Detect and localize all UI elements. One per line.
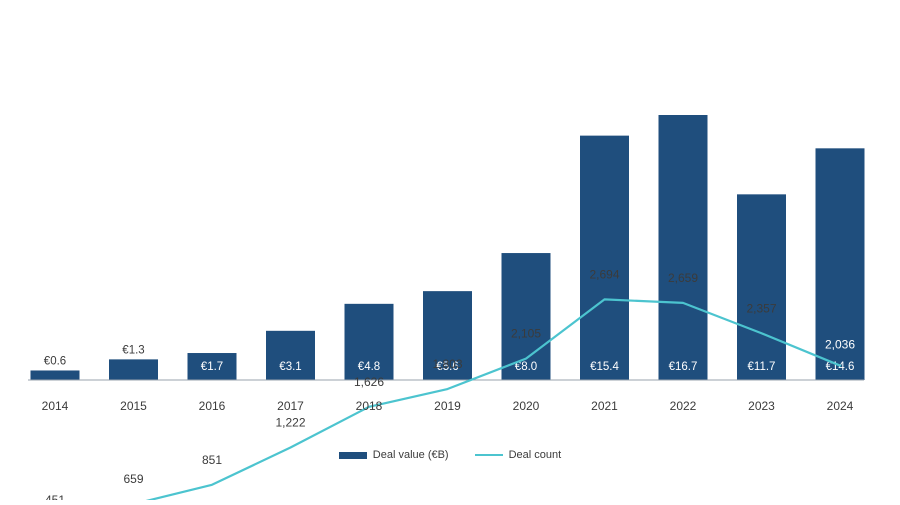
bar-2016 bbox=[187, 353, 237, 380]
line-value-label-2021: 2,694 bbox=[589, 267, 619, 281]
bar-value-label-2022: €16.7 bbox=[669, 361, 698, 373]
bar-value-label-2015: €1.3 bbox=[122, 344, 144, 356]
x-tick-label-2021: 2021 bbox=[591, 399, 618, 413]
bar-value-label-2016: €1.7 bbox=[201, 361, 223, 373]
line-value-label-2015: 659 bbox=[123, 472, 143, 486]
legend-label-deal-value: Deal value (€B) bbox=[372, 449, 449, 461]
bar-2018 bbox=[344, 303, 394, 380]
bar-2021 bbox=[580, 135, 629, 380]
legend: Deal value (€B) Deal count bbox=[0, 449, 900, 461]
legend-swatch-deal-value bbox=[338, 451, 367, 459]
line-value-label-2016: 851 bbox=[202, 453, 222, 467]
bar-2022 bbox=[658, 115, 708, 380]
line-value-label-2024: 2,036 bbox=[825, 338, 855, 352]
x-tick-label-2016: 2016 bbox=[199, 399, 226, 413]
line-value-label-2020: 2,105 bbox=[511, 327, 541, 341]
x-tick-label-2023: 2023 bbox=[748, 399, 775, 413]
bar-value-label-2014: €0.6 bbox=[44, 355, 66, 367]
bar-2017 bbox=[266, 330, 315, 380]
bar-2014 bbox=[30, 370, 80, 380]
bar-value-label-2021: €15.4 bbox=[590, 361, 619, 373]
line-value-label-2014: 451 bbox=[45, 493, 65, 500]
x-tick-label-2020: 2020 bbox=[513, 399, 540, 413]
line-value-label-2018: 1,626 bbox=[354, 375, 384, 389]
bar-value-label-2018: €4.8 bbox=[358, 361, 380, 373]
line-value-label-2019: 1,803 bbox=[432, 357, 462, 371]
x-tick-label-2014: 2014 bbox=[42, 399, 69, 413]
bar-2019 bbox=[423, 291, 472, 380]
line-value-label-2023: 2,357 bbox=[746, 301, 776, 315]
bar-value-label-2024: €14.6 bbox=[826, 361, 855, 373]
x-tick-label-2024: 2024 bbox=[827, 399, 854, 413]
x-tick-label-2019: 2019 bbox=[434, 399, 461, 413]
deal-count-line bbox=[125, 298, 842, 505]
line-value-label-2017: 1,222 bbox=[275, 415, 305, 429]
legend-item-deal-value: Deal value (€B) bbox=[338, 449, 449, 461]
legend-item-deal-count: Deal count bbox=[474, 449, 562, 461]
legend-label-deal-count: Deal count bbox=[508, 449, 562, 461]
bar-value-label-2019: €5.6 bbox=[436, 361, 458, 373]
legend-swatch-deal-count bbox=[474, 454, 503, 456]
bar-value-label-2020: €8.0 bbox=[515, 361, 537, 373]
x-tick-label-2018: 2018 bbox=[356, 399, 383, 413]
x-tick-label-2017: 2017 bbox=[277, 399, 304, 413]
bar-value-label-2017: €3.1 bbox=[279, 361, 301, 373]
line-value-label-2022: 2,659 bbox=[668, 271, 698, 285]
bar-2024 bbox=[815, 148, 865, 380]
bar-value-label-2023: €11.7 bbox=[748, 361, 776, 373]
x-tick-label-2015: 2015 bbox=[120, 399, 147, 413]
bar-2015 bbox=[109, 359, 158, 380]
x-tick-label-2022: 2022 bbox=[670, 399, 697, 413]
bar-2023 bbox=[737, 194, 786, 380]
